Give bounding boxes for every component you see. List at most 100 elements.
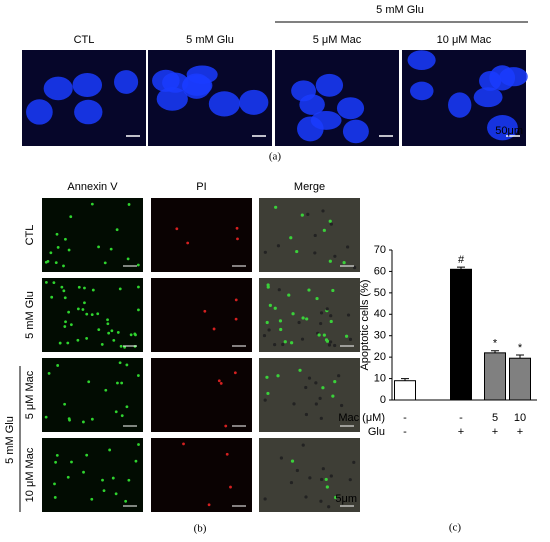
- cell: [333, 380, 337, 384]
- cell: [58, 341, 62, 345]
- cell: [267, 328, 271, 332]
- cell: [119, 344, 123, 348]
- cell: [235, 226, 239, 230]
- error-bar: [401, 378, 409, 381]
- group-label: 5 mM Glu: [4, 416, 16, 464]
- row-label: 5 μM Mac: [24, 370, 36, 419]
- cell: [137, 308, 140, 312]
- column-label: Annexin V: [67, 181, 118, 193]
- cell: [90, 202, 94, 206]
- cell: [331, 394, 335, 398]
- cell: [334, 495, 338, 500]
- cell: [85, 312, 89, 316]
- cell: [276, 244, 281, 248]
- cell: [64, 320, 67, 324]
- cell: [111, 476, 115, 480]
- cell: [69, 323, 73, 327]
- cell: [314, 402, 318, 406]
- cell: [327, 343, 332, 347]
- cell: [63, 325, 67, 328]
- cell: [46, 260, 50, 263]
- bar: [484, 352, 506, 401]
- cell: [124, 499, 128, 503]
- cell: [319, 477, 324, 482]
- cell: [137, 443, 140, 446]
- cell: [346, 313, 351, 317]
- cell: [353, 266, 357, 270]
- cell: [118, 287, 122, 291]
- cell: [319, 321, 323, 326]
- cell: [76, 338, 80, 342]
- cell: [134, 459, 138, 463]
- cell: [301, 316, 305, 320]
- cell: [133, 332, 137, 336]
- cell: [85, 453, 89, 457]
- micrograph: [42, 358, 143, 432]
- x-table-cell: +: [492, 426, 498, 438]
- y-tick-label: 20: [374, 351, 386, 363]
- cell: [186, 241, 190, 245]
- cell: [120, 414, 124, 418]
- cell: [97, 328, 101, 332]
- nucleus: [299, 94, 325, 115]
- cell: [277, 288, 281, 292]
- cell: [54, 460, 57, 464]
- nucleus: [407, 50, 436, 71]
- column-label: Merge: [294, 181, 325, 193]
- cell: [305, 317, 309, 321]
- cell: [90, 417, 94, 421]
- bar: [450, 268, 472, 401]
- scale-bar-label: 50μm: [495, 125, 523, 137]
- cell: [49, 251, 53, 255]
- nucleus: [336, 97, 365, 120]
- caption: (b): [194, 523, 207, 535]
- x-table-cell: -: [459, 412, 463, 424]
- micrograph: [151, 358, 252, 432]
- caption: (c): [449, 522, 462, 534]
- cell: [219, 382, 223, 385]
- cell: [266, 283, 270, 287]
- cell: [297, 320, 301, 325]
- cell: [298, 368, 302, 372]
- y-tick-label: 0: [380, 394, 386, 406]
- cell: [263, 398, 267, 402]
- cell: [118, 361, 122, 365]
- cell: [76, 307, 80, 311]
- cell: [265, 320, 269, 325]
- cell: [301, 443, 305, 447]
- x-table-cell: -: [403, 426, 407, 438]
- cell: [102, 489, 106, 492]
- x-table-cell: +: [517, 426, 523, 438]
- cell: [56, 364, 60, 367]
- scale-bar-label: 5μm: [335, 493, 357, 505]
- cell: [60, 285, 64, 289]
- cell: [292, 402, 296, 406]
- cell: [234, 317, 238, 321]
- cell: [82, 470, 85, 474]
- cell: [321, 209, 325, 213]
- cell: [278, 319, 283, 323]
- significance-mark: #: [458, 254, 465, 266]
- cell: [114, 410, 118, 414]
- cell: [114, 492, 118, 496]
- cell: [69, 215, 73, 219]
- cell: [107, 331, 111, 335]
- cell: [62, 289, 66, 293]
- cell: [304, 385, 308, 390]
- cell: [328, 219, 332, 223]
- nucleus: [208, 91, 240, 117]
- cell: [225, 452, 229, 456]
- cell: [307, 376, 312, 380]
- cell: [325, 339, 330, 343]
- cell: [77, 285, 81, 289]
- cell: [55, 232, 59, 236]
- cell: [127, 478, 131, 482]
- cell: [229, 485, 232, 489]
- cell: [129, 333, 133, 337]
- cell: [268, 303, 272, 307]
- cell: [321, 386, 325, 390]
- y-tick-label: 70: [374, 244, 386, 256]
- cell: [273, 306, 277, 310]
- cell: [337, 374, 341, 378]
- cell: [55, 453, 59, 457]
